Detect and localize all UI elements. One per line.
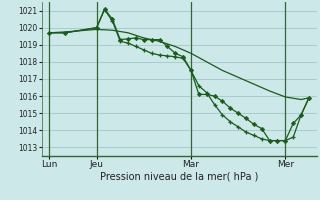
X-axis label: Pression niveau de la mer( hPa ): Pression niveau de la mer( hPa ) xyxy=(100,172,258,182)
